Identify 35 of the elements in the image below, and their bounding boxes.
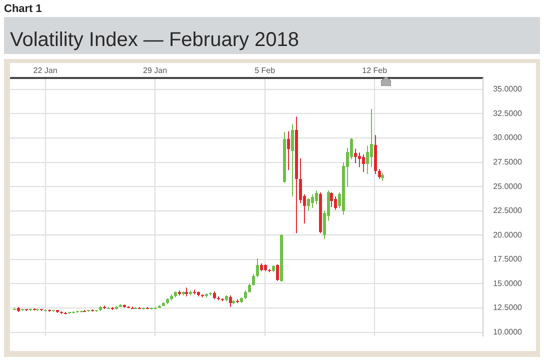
candlestick (229, 294, 232, 308)
y-tick-label: 15.0000 (493, 278, 523, 288)
candlestick (362, 154, 365, 173)
x-tick-label: 5 Feb (254, 66, 276, 76)
y-tick-label: 27.5000 (493, 158, 523, 167)
candlestick (330, 192, 333, 208)
y-tick-label: 30.0000 (493, 133, 523, 142)
candlestick (311, 194, 314, 208)
y-tick-label: 20.0000 (493, 230, 523, 240)
x-tick-label: 29 Jan (143, 66, 168, 76)
y-tick-label: 12.5000 (493, 303, 523, 312)
candlestick (315, 190, 318, 205)
candlestick (299, 158, 302, 204)
candlestick (291, 124, 294, 197)
candlestick (354, 148, 357, 164)
candlestick (370, 108, 373, 168)
candlestick (252, 274, 255, 286)
candlestick (287, 130, 290, 171)
candlestick (366, 145, 369, 174)
y-tick-label: 22.5000 (493, 206, 523, 216)
candlestick (256, 258, 259, 278)
candlestick (378, 168, 381, 180)
candlestick (307, 198, 310, 212)
candlestick (358, 152, 361, 168)
chart-title: Volatility Index — February 2018 (10, 29, 300, 52)
y-tick-label: 25.0000 (493, 182, 523, 191)
candlestick (334, 196, 337, 210)
candlestick (276, 264, 279, 282)
y-tick-label: 17.5000 (493, 254, 523, 264)
y-tick-label: 32.5000 (493, 108, 523, 118)
x-tick-label: 22 Jan (33, 66, 58, 76)
y-tick-label: 10.0000 (493, 328, 523, 337)
x-tick-label: 12 Feb (362, 66, 388, 76)
y-tick-label: 35.0000 (493, 84, 523, 94)
caption: Chart 1 (4, 3, 42, 15)
